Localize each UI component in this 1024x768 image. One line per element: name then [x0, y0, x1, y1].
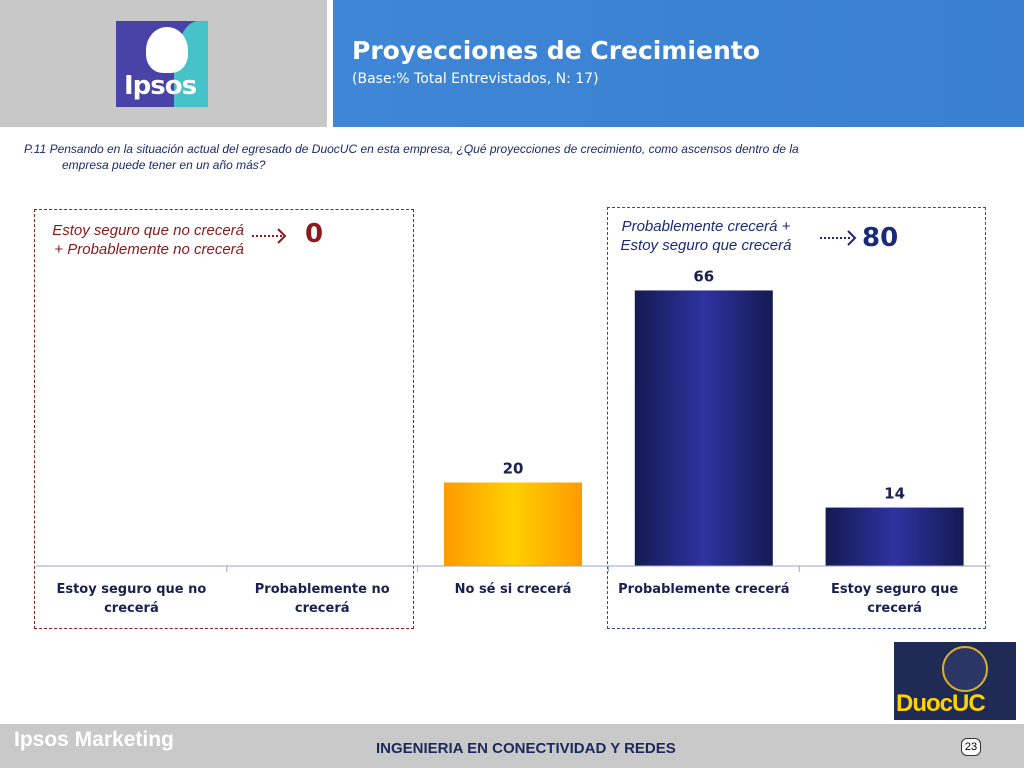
question-line-1: P.11 Pensando en la situación actual del… [24, 142, 799, 156]
bar-chart: 20 66 14 Estoy seguro que no crecerá Probabl… [36, 267, 990, 616]
category-label-4: Probablemente crecerá [618, 582, 789, 597]
category-label-5: Estoy seguro que crecerá [831, 582, 958, 616]
ipsos-logo: Ipsos [116, 21, 208, 107]
footer-brand: Ipsos Marketing [14, 728, 174, 751]
bar-3 [444, 482, 582, 566]
header-title-panel [333, 0, 1024, 127]
bar-5 [825, 507, 964, 566]
category-label-2: Probablemente no crecerá [255, 582, 390, 616]
page-number: 23 [961, 738, 981, 756]
logo-head-icon [146, 27, 188, 73]
duoc-logo-text: DuocUC [896, 690, 986, 717]
data-label-3: 20 [503, 460, 524, 478]
bar-4 [634, 290, 773, 566]
category-label-3: No sé si crecerá [455, 582, 572, 597]
negative-group-label: Estoy seguro que no crecerá + Probableme… [52, 222, 244, 258]
page-title: Proyecciones de Crecimiento [352, 36, 760, 65]
duocuc-logo: DuocUC [894, 642, 1016, 720]
positive-arrow-icon [820, 230, 857, 246]
ipsos-logo-text: Ipsos [124, 71, 197, 101]
positive-group-total: 80 [862, 223, 899, 253]
question-line-2: empresa puede tener en un año más? [62, 158, 266, 172]
duoc-seal-icon [942, 646, 988, 692]
footer-bar [0, 724, 1024, 768]
survey-question: P.11 Pensando en la situación actual del… [24, 141, 982, 173]
footer-course-title: INGENIERIA EN CONECTIVIDAD Y REDES [376, 740, 676, 757]
negative-group-total: 0 [305, 219, 324, 249]
negative-group-box [34, 209, 414, 629]
data-label-4: 66 [693, 267, 714, 285]
page-subtitle: (Base:% Total Entrevistados, N: 17) [352, 71, 599, 87]
positive-group-box [607, 207, 986, 629]
positive-group-label: Probablemente crecerá + Estoy seguro que… [620, 218, 792, 254]
negative-arrow-icon [252, 228, 287, 244]
category-label-1: Estoy seguro que no crecerá [56, 582, 206, 616]
data-label-5: 14 [884, 485, 905, 503]
